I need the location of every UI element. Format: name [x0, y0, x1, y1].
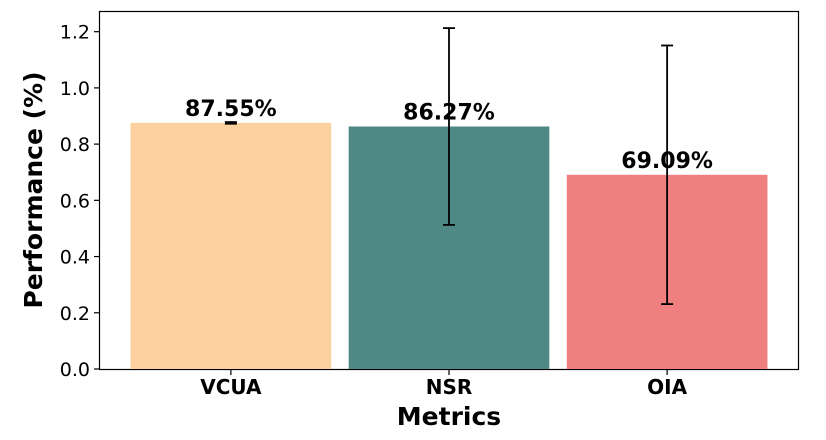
- x-tick-label: OIA: [647, 375, 687, 399]
- bar-vcua: [130, 122, 332, 369]
- error-bar-nsr: [443, 27, 455, 226]
- data-label-oia: 69.09%: [621, 149, 713, 174]
- x-tick-label: VCUA: [200, 375, 262, 399]
- data-label-vcua: 87.55%: [185, 97, 277, 122]
- y-tick-label: 0.2: [60, 303, 90, 325]
- error-bar-oia: [661, 44, 674, 305]
- y-tick-label: 0.6: [60, 190, 90, 212]
- y-tick-label: 0.4: [60, 247, 90, 269]
- y-tick-label: 1.2: [60, 22, 90, 44]
- y-tick-label: 0.0: [60, 359, 90, 381]
- y-tick-label: 0.8: [60, 134, 90, 156]
- error-bar-vcua: [224, 121, 237, 125]
- x-axis-title: Metrics: [397, 402, 501, 431]
- y-axis-title: Performance (%): [19, 71, 48, 308]
- x-tick-label: NSR: [426, 375, 473, 399]
- y-tick-label: 1.0: [60, 78, 90, 100]
- data-label-nsr: 86.27%: [403, 100, 495, 125]
